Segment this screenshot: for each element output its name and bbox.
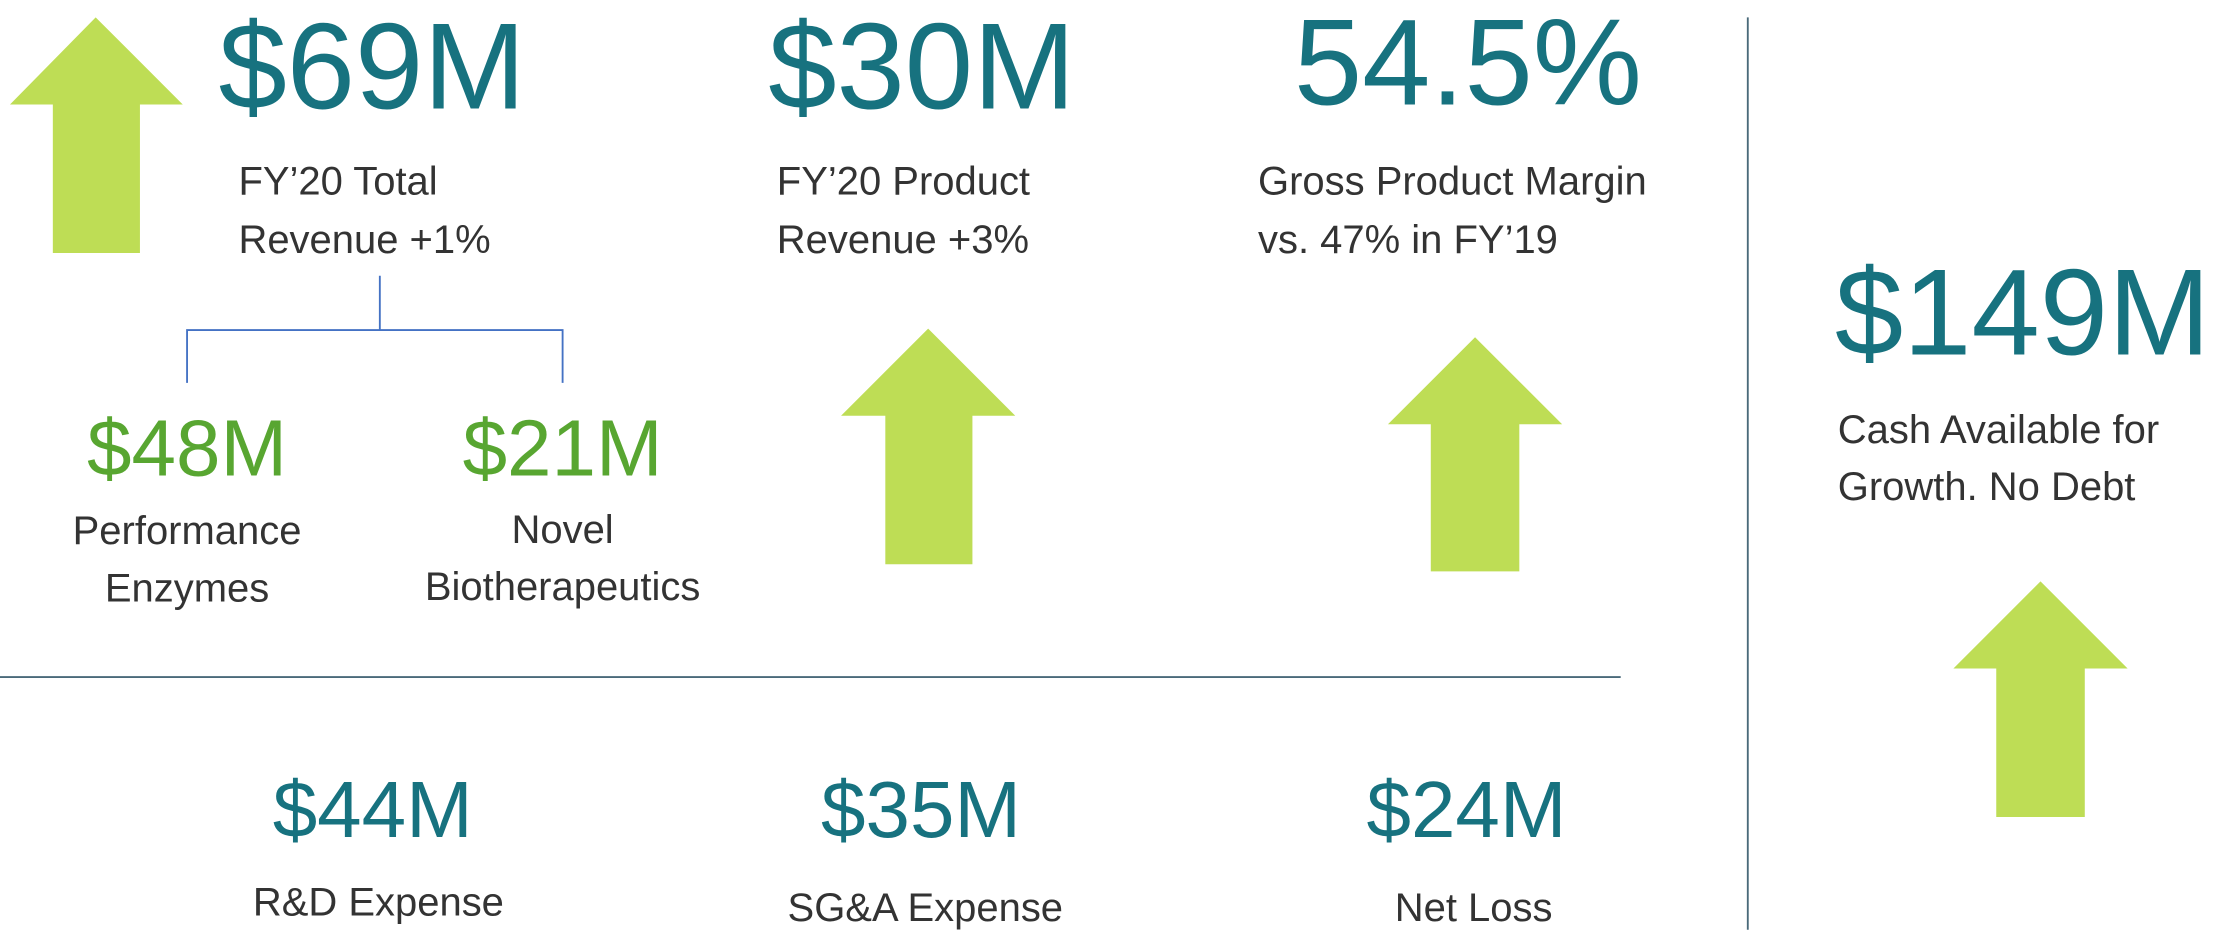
metric-value: $30M	[768, 0, 1075, 136]
segment-value: $21M	[463, 404, 663, 493]
expense-value: $44M	[273, 765, 473, 854]
up-arrow	[1953, 581, 2128, 817]
bracket	[186, 275, 564, 383]
cash-value: $149M	[1835, 244, 2210, 381]
segment-label: Novel	[512, 508, 614, 552]
up-arrow	[9, 17, 183, 253]
metric-value: $69M	[218, 0, 525, 136]
expense-value: $24M	[1366, 765, 1566, 854]
cash-label: Growth. No Debt	[1838, 465, 2136, 509]
metric-label: FY’20 Total	[238, 159, 437, 203]
up-arrow	[1387, 337, 1563, 572]
metric-label: Revenue +3%	[777, 218, 1029, 262]
expense-label: Net Loss	[1395, 886, 1553, 930]
expense-value: $35M	[821, 765, 1021, 854]
metric-value: 54.5%	[1294, 0, 1642, 131]
segment-label: Biotherapeutics	[425, 565, 701, 609]
cash-label: Cash Available for	[1838, 408, 2159, 452]
up-arrow	[841, 328, 1016, 565]
metric-label: Revenue +1%	[238, 218, 490, 262]
metric-label: FY’20 Product	[777, 159, 1030, 203]
expense-label: SG&A Expense	[788, 886, 1064, 930]
metric-label: Gross Product Margin	[1258, 159, 1647, 203]
metric-label: vs. 47% in FY’19	[1258, 218, 1558, 262]
segment-value: $48M	[87, 404, 287, 493]
expense-label: R&D Expense	[253, 881, 504, 925]
segment-label: Enzymes	[105, 566, 269, 610]
segment-label: Performance	[73, 509, 302, 553]
